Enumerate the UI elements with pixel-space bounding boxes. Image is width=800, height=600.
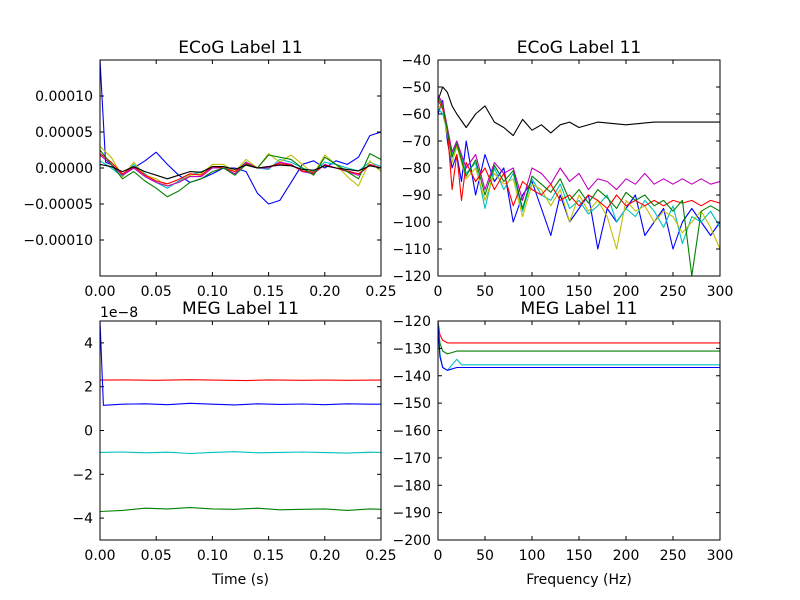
x-tick-label: 0.10 bbox=[197, 284, 228, 300]
y-tick-label: −100 bbox=[393, 215, 431, 231]
x-tick-label: 200 bbox=[613, 284, 640, 300]
ecog-time-panel: ECoG Label 11 0.00 0.05 0.10 0.15 0.20 0.25 −0… bbox=[23, 38, 396, 300]
x-tick-label: 50 bbox=[476, 548, 494, 564]
x-tick-label: 0.05 bbox=[141, 284, 172, 300]
y-tick-label: −70 bbox=[401, 134, 431, 150]
y-tick-label: −200 bbox=[393, 533, 431, 549]
x-tick-label: 0.00 bbox=[84, 284, 115, 300]
ecog-spectrum-panel: ECoG Label 11 0 50 100 150 200 250 300 −120 −110… bbox=[393, 38, 734, 300]
x-tick-label: 200 bbox=[613, 548, 640, 564]
series-layer bbox=[100, 321, 381, 513]
ticks-layer: 0 50 100 150 200 250 300 −120 −110 −100 −90 −80 −70 −… bbox=[393, 53, 734, 300]
panel-title: ECoG Label 11 bbox=[178, 38, 303, 58]
ticks-layer: 0.00 0.05 0.10 0.15 0.20 0.25 −4 −2 0 2 4 bbox=[72, 321, 397, 564]
y-tick-label: −0.00005 bbox=[23, 197, 93, 213]
y-tick-label: 0.00010 bbox=[35, 89, 93, 105]
series-layer bbox=[100, 60, 381, 205]
series-line-6 bbox=[438, 100, 720, 210]
series-line-7 bbox=[100, 163, 381, 180]
y-tick-label: −180 bbox=[393, 478, 431, 494]
x-tick-label: 250 bbox=[660, 284, 687, 300]
meg-time-panel: MEG Label 11 1e−8 0.00 0.05 0.10 0.15 0.20 0.… bbox=[72, 299, 396, 588]
x-tick-label: 0.00 bbox=[84, 548, 115, 564]
y-tick-label: −160 bbox=[393, 424, 431, 440]
x-tick-label: 150 bbox=[566, 548, 593, 564]
panel-title: ECoG Label 11 bbox=[517, 38, 642, 58]
series-line-1 bbox=[438, 86, 720, 137]
x-tick-label: 0 bbox=[434, 548, 443, 564]
series-line-5 bbox=[438, 94, 720, 201]
meg-spectrum-panel: MEG Label 11 0 50 100 150 200 250 300 −200 −190 −… bbox=[393, 299, 734, 588]
x-tick-label: 50 bbox=[476, 284, 494, 300]
x-tick-label: 0.25 bbox=[365, 548, 396, 564]
y-tick-label: −90 bbox=[401, 188, 431, 204]
x-tick-label: 0.20 bbox=[309, 548, 340, 564]
panel-title: MEG Label 11 bbox=[521, 299, 638, 319]
x-tick-label: 100 bbox=[519, 548, 546, 564]
x-tick-label: 0.10 bbox=[197, 548, 228, 564]
x-tick-label: 300 bbox=[707, 284, 734, 300]
y-tick-label: −140 bbox=[393, 369, 431, 385]
x-axis-label: Frequency (Hz) bbox=[526, 572, 632, 588]
series-line-4 bbox=[438, 323, 720, 371]
y-tick-label: −130 bbox=[393, 341, 431, 357]
x-axis-label: Time (s) bbox=[211, 572, 269, 588]
ticks-layer: 0 50 100 150 200 250 300 −200 −190 −180 −170 −160 −1… bbox=[393, 314, 734, 564]
series-layer bbox=[438, 86, 720, 276]
y-tick-label: −170 bbox=[393, 451, 431, 467]
y-tick-label: −2 bbox=[72, 467, 93, 483]
y-tick-label: −150 bbox=[393, 396, 431, 412]
y-tick-label: −4 bbox=[72, 511, 93, 527]
y-tick-label: 0.00005 bbox=[35, 125, 93, 141]
series-line-7 bbox=[438, 97, 720, 276]
series-line-6 bbox=[100, 149, 381, 198]
series-line-4 bbox=[438, 105, 720, 250]
x-tick-label: 0.20 bbox=[309, 284, 340, 300]
x-tick-label: 300 bbox=[707, 548, 734, 564]
y-tick-label: 0.00000 bbox=[35, 161, 93, 177]
ticks-layer: 0.00 0.05 0.10 0.15 0.20 0.25 −0.00010 −0.00005… bbox=[23, 60, 397, 300]
y-tick-label: 0 bbox=[84, 424, 93, 440]
y-tick-label: −0.00010 bbox=[23, 233, 93, 249]
x-tick-label: 0 bbox=[434, 284, 443, 300]
y-tick-label: −50 bbox=[401, 80, 431, 96]
x-tick-label: 0.05 bbox=[141, 548, 172, 564]
x-tick-label: 0.25 bbox=[365, 284, 396, 300]
series-line-1 bbox=[100, 379, 381, 382]
y-tick-label: −60 bbox=[401, 107, 431, 123]
offset-label: 1e−8 bbox=[100, 305, 138, 321]
y-tick-label: −190 bbox=[393, 506, 431, 522]
y-tick-label: −40 bbox=[401, 53, 431, 69]
series-line-3 bbox=[100, 451, 381, 455]
series-line-2 bbox=[100, 321, 381, 406]
panel-title: MEG Label 11 bbox=[182, 299, 299, 319]
series-line-4 bbox=[100, 507, 381, 513]
y-tick-label: −110 bbox=[393, 242, 431, 258]
y-tick-label: −80 bbox=[401, 161, 431, 177]
y-tick-label: −120 bbox=[393, 269, 431, 285]
y-tick-label: 4 bbox=[84, 336, 93, 352]
x-tick-label: 0.15 bbox=[253, 284, 284, 300]
y-tick-label: 2 bbox=[84, 380, 93, 396]
x-tick-label: 150 bbox=[566, 284, 593, 300]
x-tick-label: 0.15 bbox=[253, 548, 284, 564]
y-tick-label: −120 bbox=[393, 314, 431, 330]
series-line-1 bbox=[438, 321, 720, 344]
x-tick-label: 100 bbox=[519, 284, 546, 300]
x-tick-label: 250 bbox=[660, 548, 687, 564]
